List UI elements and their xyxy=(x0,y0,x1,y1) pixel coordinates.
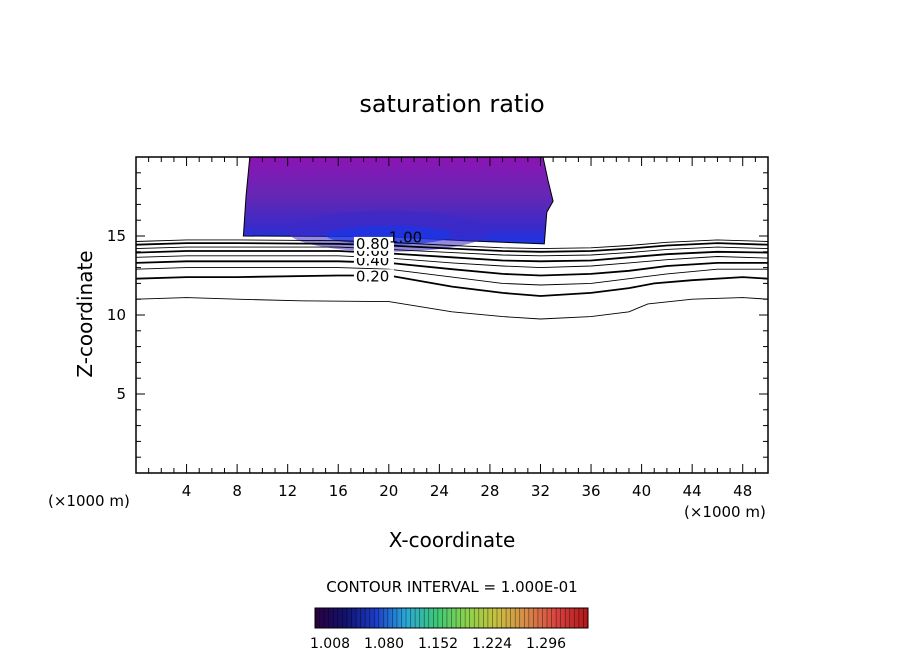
x-tick-label: 24 xyxy=(430,482,449,500)
colorbar-tick-label: 1.080 xyxy=(364,636,404,652)
contour-line-0.1 xyxy=(136,297,768,320)
z-tick-label: 15 xyxy=(107,227,126,245)
x-tick-label: 44 xyxy=(683,482,702,500)
x-tick-label: 20 xyxy=(379,482,398,500)
contour-line-0.5 xyxy=(136,255,768,269)
contour-line-0.6 xyxy=(136,250,768,263)
contour-label: 0.80 xyxy=(356,235,389,253)
z-axis: 5 10 15 xyxy=(107,172,768,458)
contour-line-0.4 xyxy=(136,260,768,277)
contour-label: 0.20 xyxy=(356,267,389,285)
z-axis-label: Z-coordinate xyxy=(73,250,97,377)
contour-line-0.2 xyxy=(136,274,768,297)
colorbar: 1.008 1.080 1.152 1.224 1.296 xyxy=(310,607,589,652)
x-tick-label: 48 xyxy=(733,482,752,500)
colorbar-tick-label: 1.008 xyxy=(310,636,350,652)
x-unit-right: (×1000 m) xyxy=(684,503,766,521)
x-tick-label: 40 xyxy=(632,482,651,500)
x-tick-label: 8 xyxy=(232,482,242,500)
contour-interval-text: CONTOUR INTERVAL = 1.000E-01 xyxy=(326,578,577,596)
z-tick-label: 10 xyxy=(107,306,126,324)
contour-label: 1.00 xyxy=(389,229,422,247)
contour-line-0.8 xyxy=(136,242,768,253)
x-tick-label: 16 xyxy=(329,482,348,500)
colorbar-tick-label: 1.296 xyxy=(526,636,566,652)
z-tick-label: 5 xyxy=(116,385,126,403)
x-tick-label: 28 xyxy=(480,482,499,500)
x-tick-label: 32 xyxy=(531,482,550,500)
colorbar-tick-label: 1.152 xyxy=(418,636,458,652)
contour-line-0.7 xyxy=(136,246,768,257)
x-unit-left: (×1000 m) xyxy=(48,492,130,510)
contour-label-bg xyxy=(353,236,394,251)
x-tick-label: 12 xyxy=(278,482,297,500)
contour-line-0.3 xyxy=(136,267,768,286)
x-axis: 4 8 12 16 20 24 28 32 36 40 44 48 xyxy=(148,157,756,500)
x-tick-label: 36 xyxy=(581,482,600,500)
chart-title: saturation ratio xyxy=(359,90,544,118)
plot-area: 0.200.400.600.80 1.00 xyxy=(136,157,768,320)
contour-line-0.9 xyxy=(136,239,768,250)
x-tick-label: 4 xyxy=(182,482,192,500)
x-axis-label: X-coordinate xyxy=(389,528,516,552)
colorbar-tick-label: 1.224 xyxy=(472,636,512,652)
contour-label-bg xyxy=(353,269,394,284)
